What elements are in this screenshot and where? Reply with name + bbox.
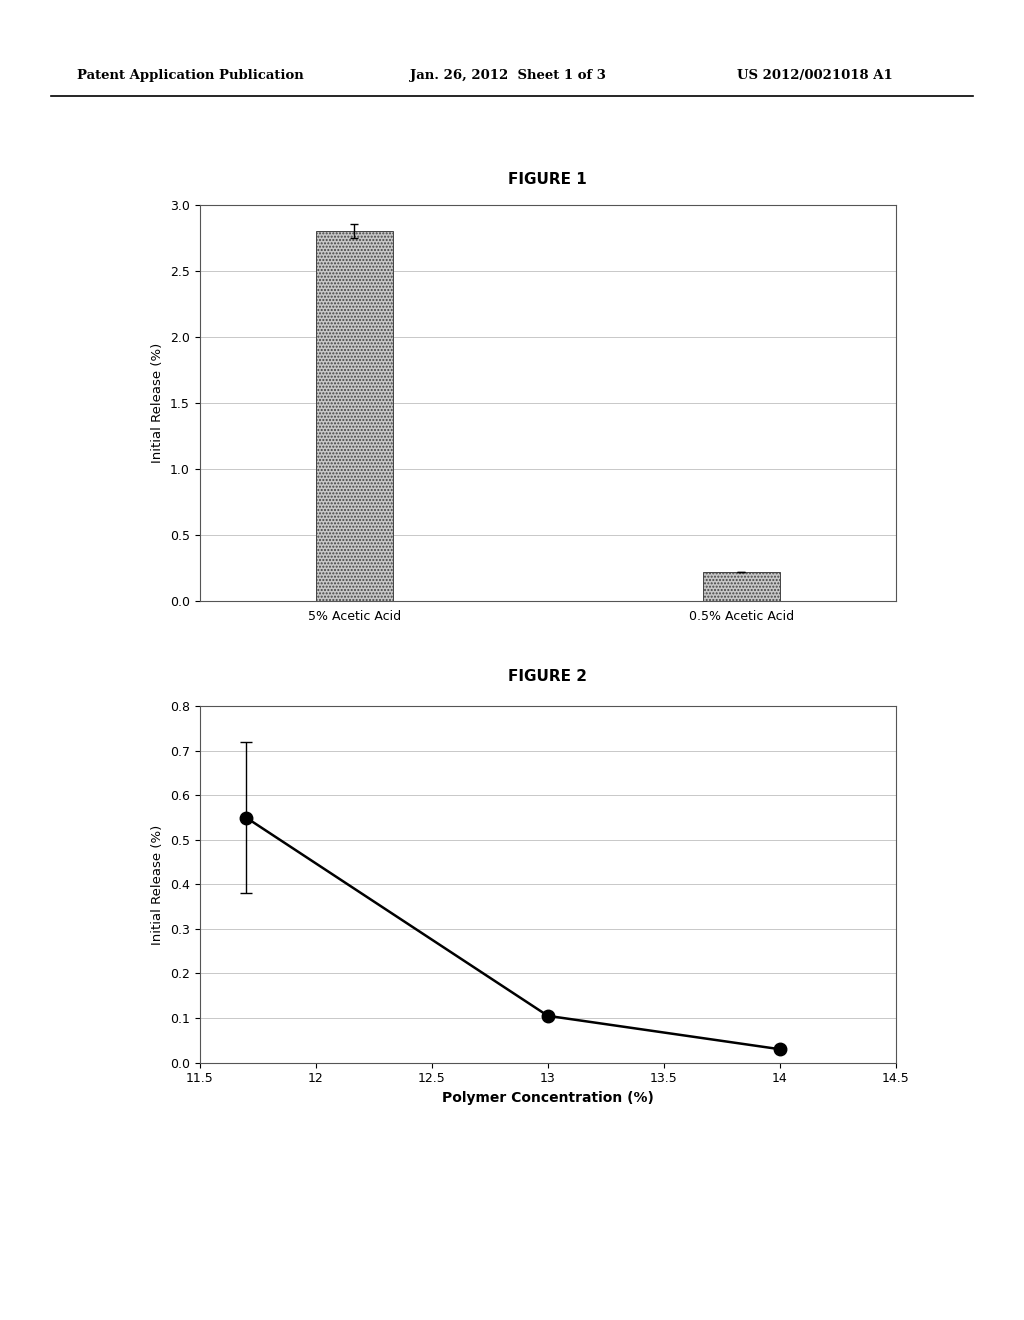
Y-axis label: Initial Release (%): Initial Release (%) bbox=[152, 342, 165, 463]
Bar bbox=[702, 572, 780, 601]
Bar bbox=[315, 231, 393, 601]
Text: FIGURE 2: FIGURE 2 bbox=[508, 669, 588, 684]
Text: Jan. 26, 2012  Sheet 1 of 3: Jan. 26, 2012 Sheet 1 of 3 bbox=[410, 69, 605, 82]
Text: Patent Application Publication: Patent Application Publication bbox=[77, 69, 303, 82]
Y-axis label: Initial Release (%): Initial Release (%) bbox=[152, 824, 165, 945]
Text: US 2012/0021018 A1: US 2012/0021018 A1 bbox=[737, 69, 893, 82]
X-axis label: Polymer Concentration (%): Polymer Concentration (%) bbox=[442, 1090, 653, 1105]
Text: FIGURE 1: FIGURE 1 bbox=[509, 173, 587, 187]
